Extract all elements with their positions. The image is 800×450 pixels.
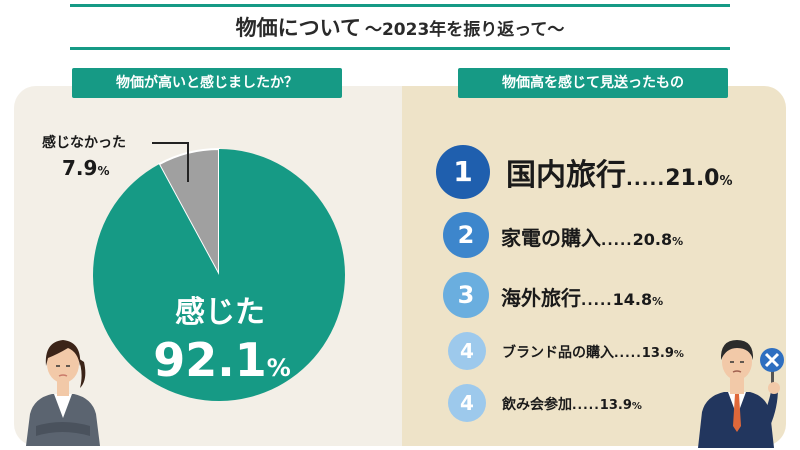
rank-text-1: 国内旅行.....21.0% — [506, 158, 733, 193]
slice-label-felt: 感じた — [175, 295, 265, 330]
rank-badge-4b: 4 — [448, 384, 486, 422]
rank-text-2: 家電の購入.....20.8% — [501, 226, 684, 250]
slice-label-not-felt: 感じなかった — [42, 135, 126, 151]
rank-text-3: 海外旅行.....14.8% — [501, 286, 664, 310]
pie-slice-felt — [93, 149, 345, 401]
man-illustration — [698, 340, 784, 448]
rank-badge-2: 2 — [443, 212, 489, 258]
slice-value-not-felt: 7.9% — [62, 156, 110, 180]
woman-illustration — [26, 340, 100, 446]
rank-badge-3: 3 — [443, 272, 489, 318]
page-title: 物価について 〜2023年を振り返って〜 — [70, 12, 730, 42]
rank-badge-1: 1 — [436, 145, 490, 199]
slice-value-felt: 92.1% — [153, 333, 291, 387]
right-panel-heading: 物価高を感じて見送ったもの — [458, 68, 728, 98]
left-panel-heading: 物価が高いと感じましたか？ — [72, 68, 342, 98]
leader-line-vertical — [187, 142, 189, 182]
title-main: 物価について — [235, 16, 361, 40]
rank-text-4a: ブランド品の購入.....13.9% — [502, 345, 684, 361]
pie-chart — [93, 147, 345, 401]
title-sub: 〜2023年を振り返って〜 — [364, 20, 565, 40]
title-rule-bottom — [70, 47, 730, 50]
title-bar: 物価について 〜2023年を振り返って〜 — [70, 4, 730, 50]
leader-line-horizontal — [152, 142, 188, 144]
title-rule-top — [70, 4, 730, 7]
rank-text-4b: 飲み会参加.....13.9% — [502, 397, 642, 413]
rank-badge-4a: 4 — [448, 332, 486, 370]
